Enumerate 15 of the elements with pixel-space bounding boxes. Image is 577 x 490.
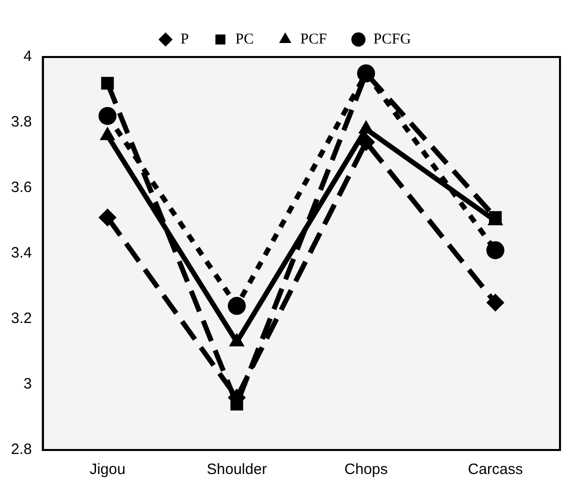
legend-label: PC bbox=[235, 31, 254, 48]
y-tick-label: 3.6 bbox=[10, 179, 32, 196]
x-tick-label: Shoulder bbox=[206, 461, 267, 478]
y-tick-label: 3.4 bbox=[10, 244, 32, 262]
x-tick-label: Chops bbox=[344, 461, 388, 478]
y-tick-label: 3 bbox=[24, 376, 32, 393]
x-tick-label: Carcass bbox=[468, 461, 523, 478]
y-tick-label: 3.8 bbox=[10, 114, 32, 131]
x-tick-label: Jigou bbox=[90, 461, 126, 478]
legend-label: PCFG bbox=[373, 31, 412, 48]
y-tick-label: 2.8 bbox=[10, 441, 32, 458]
y-tick-label: 3.2 bbox=[10, 310, 32, 328]
legend-label: P bbox=[180, 31, 189, 48]
legend-label: PCF bbox=[300, 31, 327, 48]
y-tick-label: 4 bbox=[24, 48, 32, 66]
